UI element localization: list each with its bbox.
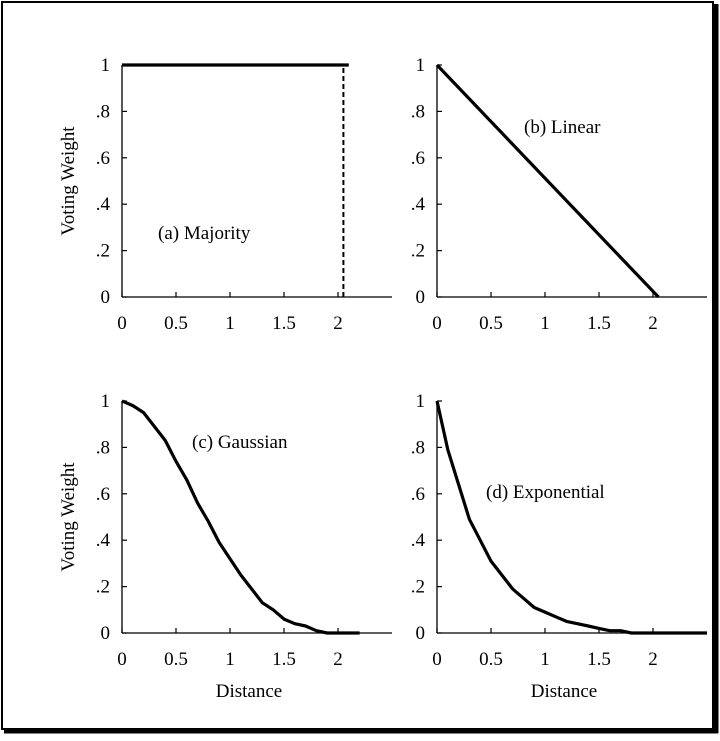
panel-annotation: (d) Exponential	[486, 482, 605, 503]
x-tick-label: 2	[648, 313, 658, 334]
x-axis-label: Distance	[216, 681, 282, 702]
panel-annotation: (b) Linear	[524, 117, 601, 138]
y-tick-label: 0	[101, 623, 111, 644]
y-tick-label: 0	[416, 287, 426, 308]
x-tick-label: 2	[648, 649, 658, 670]
x-tick-label: 1.5	[587, 313, 611, 334]
x-tick-label: 1	[225, 313, 235, 334]
y-tick-label: .4	[411, 194, 426, 215]
series-line-0	[435, 400, 707, 635]
x-tick-label: 1.5	[272, 649, 296, 670]
y-axis-label: Voting Weight	[58, 462, 79, 572]
panel-b: 0 .2 .4 .6 .8 1 0 0.5 1 1.5 2 (b) Linear	[411, 55, 707, 334]
series-line-0	[121, 399, 360, 635]
y-tick-label: 1	[101, 55, 111, 76]
x-tick-label: 0.5	[164, 649, 188, 670]
x-tick-label: 0.5	[164, 313, 188, 334]
y-tick-label: .6	[411, 484, 425, 505]
y-tick-label: 0	[416, 623, 426, 644]
y-tick-label: .2	[411, 241, 425, 262]
y-tick-label: .8	[96, 101, 110, 122]
y-tick-label: 1	[416, 391, 426, 412]
panel-annotation: (a) Majority	[158, 223, 251, 244]
y-tick-label: .6	[96, 484, 110, 505]
y-axis-label: Voting Weight	[58, 126, 79, 236]
y-tick-label: .2	[96, 241, 110, 262]
y-tick-label: .6	[96, 148, 110, 169]
y-tick-label: .2	[96, 577, 110, 598]
y-tick-label: .2	[411, 577, 425, 598]
x-tick-label: 1	[540, 313, 550, 334]
y-tick-label: .4	[411, 530, 426, 551]
x-tick-label: 1	[540, 649, 550, 670]
x-tick-label: 1.5	[272, 313, 296, 334]
y-tick-label: .8	[96, 437, 110, 458]
panel-c: 0 .2 .4 .6 .8 1 0 0.5 1 1.5 2 (c) Gaussian Voting We…	[58, 391, 392, 702]
x-tick-label: 0.5	[479, 649, 503, 670]
panel-annotation: (c) Gaussian	[192, 432, 288, 453]
x-tick-label: 0	[432, 313, 442, 334]
x-tick-label: 0	[432, 649, 442, 670]
x-tick-label: 0	[117, 649, 127, 670]
x-tick-label: 1	[225, 649, 235, 670]
y-tick-label: 1	[416, 55, 426, 76]
panels-group: 0 .2 .4 .6 .8 1 0 0.5 1 1.5 2 (a) Majority Voting We…	[58, 55, 707, 702]
y-tick-label: .4	[96, 194, 111, 215]
x-axis-label: Distance	[531, 681, 597, 702]
series-line-0	[435, 63, 660, 299]
y-tick-label: 0	[101, 287, 111, 308]
y-tick-label: .8	[411, 101, 425, 122]
panel-a: 0 .2 .4 .6 .8 1 0 0.5 1 1.5 2 (a) Majority Voting We…	[58, 55, 392, 334]
x-tick-label: 0	[117, 313, 127, 334]
x-tick-label: 2	[333, 649, 343, 670]
x-tick-label: 0.5	[479, 313, 503, 334]
x-tick-label: 1.5	[587, 649, 611, 670]
y-tick-label: .4	[96, 530, 111, 551]
panel-d: 0 .2 .4 .6 .8 1 0 0.5 1 1.5 2 (d) Exponential Distan…	[411, 391, 707, 702]
x-tick-label: 2	[333, 313, 343, 334]
y-tick-label: .8	[411, 437, 425, 458]
y-tick-label: 1	[101, 391, 111, 412]
y-tick-label: .6	[411, 148, 425, 169]
